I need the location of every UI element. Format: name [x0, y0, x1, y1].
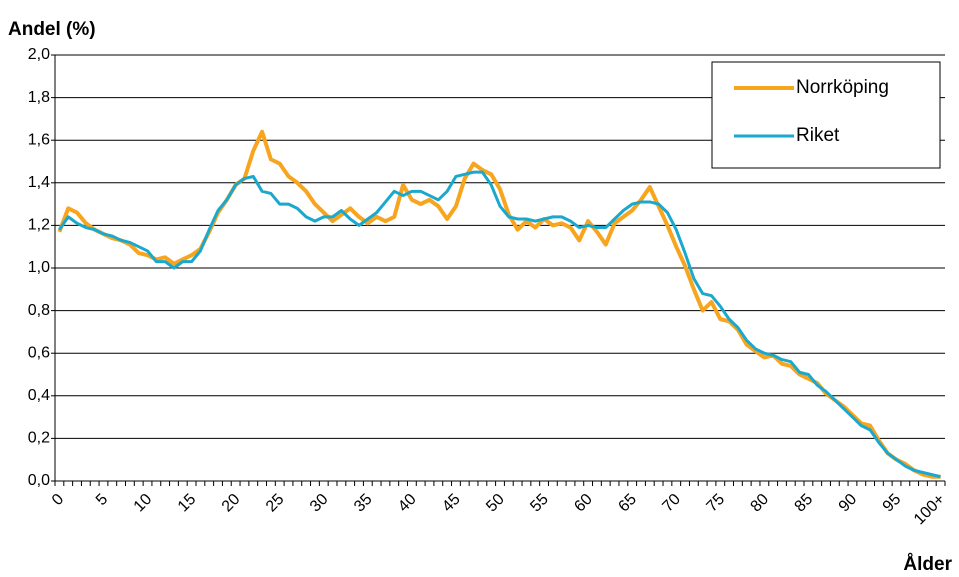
- x-tick-label: 10: [131, 491, 156, 516]
- x-tick-label: 30: [307, 491, 332, 516]
- x-tick-label: 35: [351, 491, 376, 516]
- x-tick-label: 75: [704, 491, 729, 516]
- x-tick-label: 95: [880, 491, 905, 516]
- legend-label: Norrköping: [796, 77, 889, 98]
- x-tick-label: 45: [439, 491, 464, 516]
- series-line: [58, 170, 941, 479]
- x-tick-label: 90: [836, 491, 861, 516]
- x-tick-label: 50: [483, 491, 508, 516]
- x-tick-label: 5: [93, 491, 111, 509]
- series-line: [57, 129, 941, 479]
- y-tick-label: 1,2: [28, 217, 50, 234]
- y-axis-label: Andel (%): [8, 19, 96, 40]
- x-tick-label: 15: [175, 491, 200, 516]
- y-tick-label: 0,0: [28, 472, 50, 489]
- legend-box: [711, 61, 941, 169]
- x-tick-label: 55: [527, 491, 552, 516]
- x-tick-label: 100+: [911, 491, 949, 529]
- x-tick-label: 65: [615, 491, 640, 516]
- legend-label: Riket: [796, 125, 840, 146]
- x-tick-label: 20: [219, 491, 244, 516]
- x-tick-label: 85: [792, 491, 817, 516]
- x-tick-label: 80: [748, 491, 773, 516]
- y-tick-label: 1,6: [28, 131, 50, 148]
- y-tick-label: 0,6: [28, 344, 50, 361]
- x-axis-label: Ålder: [903, 554, 952, 575]
- x-tick-label: 40: [395, 491, 420, 516]
- y-tick-label: 0,4: [28, 387, 50, 404]
- x-tick-label: 70: [659, 491, 684, 516]
- y-tick-label: 1,8: [28, 89, 50, 106]
- y-tick-label: 0,2: [28, 430, 50, 447]
- y-tick-label: 1,0: [28, 259, 50, 276]
- x-tick-label: 60: [571, 491, 596, 516]
- y-tick-label: 1,4: [28, 174, 50, 191]
- y-tick-label: 2,0: [28, 46, 50, 63]
- y-tick-label: 0,8: [28, 302, 50, 319]
- x-tick-label: 0: [49, 491, 67, 509]
- x-tick-label: 25: [263, 491, 288, 516]
